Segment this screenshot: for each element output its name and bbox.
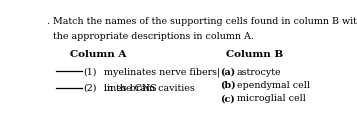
Text: microglial cell: microglial cell [237,93,306,102]
Text: (a): (a) [220,67,235,76]
Text: in the CNS: in the CNS [104,83,157,92]
Text: lines brain cavities: lines brain cavities [104,83,195,92]
Text: the appropriate descriptions in column A.: the appropriate descriptions in column A… [47,32,254,40]
Text: (b): (b) [220,80,236,89]
Text: (c): (c) [220,93,235,102]
Text: (1): (1) [83,67,97,76]
Text: Column A: Column A [70,49,127,58]
Text: myelinates nerve fibers|: myelinates nerve fibers| [104,67,220,76]
Text: (2): (2) [83,83,97,92]
Text: . Match the names of the supporting cells found in column B with: . Match the names of the supporting cell… [47,16,357,25]
Text: ependymal cell: ependymal cell [237,80,310,89]
Text: Column B: Column B [226,49,283,58]
Text: astrocyte: astrocyte [237,67,282,76]
